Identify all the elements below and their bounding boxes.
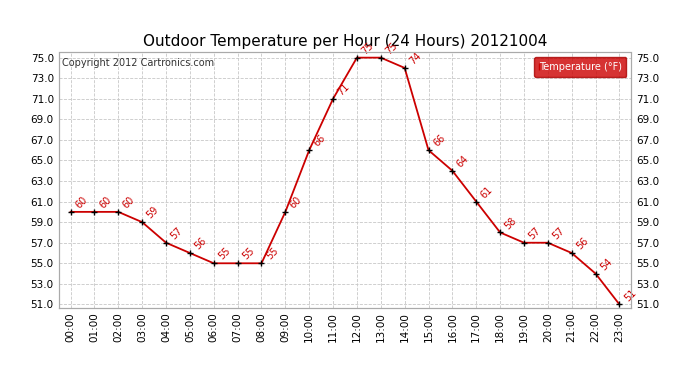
Text: 75: 75	[384, 40, 400, 56]
Text: 56: 56	[193, 236, 208, 252]
Text: 55: 55	[264, 246, 280, 262]
Text: 55: 55	[240, 246, 256, 262]
Text: 74: 74	[407, 51, 423, 66]
Text: 57: 57	[526, 225, 542, 242]
Text: 60: 60	[73, 195, 89, 210]
Text: 58: 58	[503, 215, 519, 231]
Text: 56: 56	[575, 236, 590, 252]
Text: 60: 60	[97, 195, 113, 210]
Text: 51: 51	[622, 287, 638, 303]
Text: 59: 59	[145, 205, 161, 221]
Text: 55: 55	[217, 246, 233, 262]
Text: 57: 57	[551, 225, 566, 242]
Text: Copyright 2012 Cartronics.com: Copyright 2012 Cartronics.com	[61, 58, 214, 68]
Text: 71: 71	[336, 81, 352, 98]
Text: 61: 61	[479, 184, 495, 200]
Text: 66: 66	[431, 133, 447, 149]
Text: 54: 54	[598, 256, 614, 272]
Text: 75: 75	[359, 40, 375, 56]
Text: 60: 60	[288, 195, 304, 210]
Text: 66: 66	[312, 133, 328, 149]
Title: Outdoor Temperature per Hour (24 Hours) 20121004: Outdoor Temperature per Hour (24 Hours) …	[143, 33, 547, 48]
Text: 64: 64	[455, 154, 471, 170]
Legend: Temperature (°F): Temperature (°F)	[534, 57, 627, 77]
Text: 57: 57	[169, 225, 185, 242]
Text: 60: 60	[121, 195, 137, 210]
